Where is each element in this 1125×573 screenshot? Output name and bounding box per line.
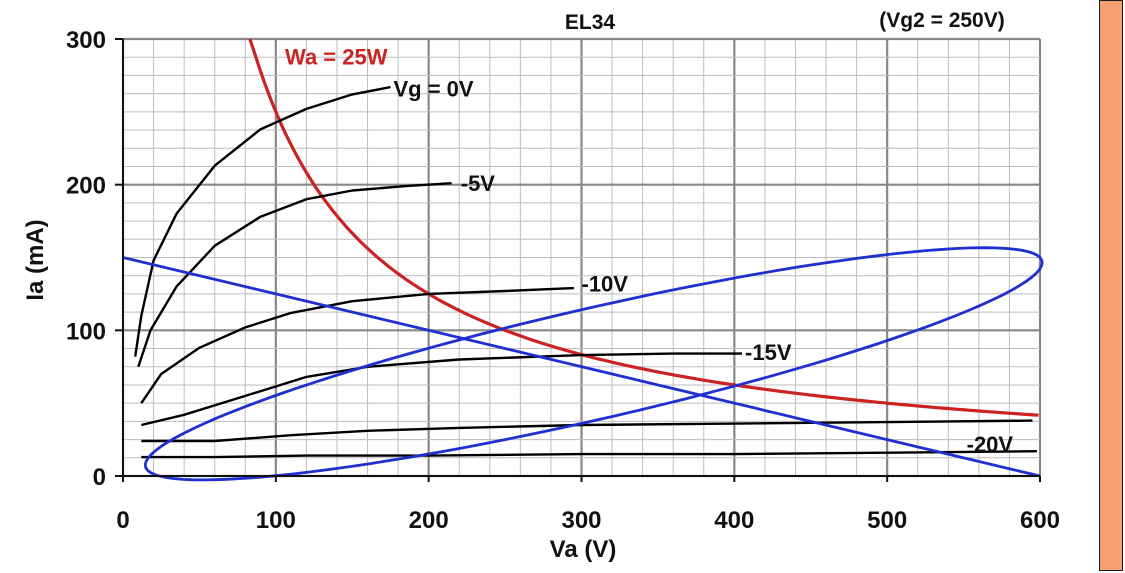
x-axis-label: Va (V) — [550, 536, 617, 563]
chart-subtitle: (Vg2 = 250V) — [879, 9, 1004, 32]
plate-characteristics-chart: 0 100 200 300 400 500 600 0 100 200 300 Wa = 25WVg… — [22, 9, 1061, 563]
curve-label: Wa = 25W — [285, 44, 388, 69]
x-tick-label: 200 — [409, 507, 449, 534]
y-tick-label: 0 — [93, 464, 106, 491]
x-tick-label: 600 — [1020, 507, 1060, 534]
load-ellipse — [143, 246, 1044, 482]
load-lines-group — [122, 246, 1044, 482]
plate-curve — [134, 85, 391, 357]
side-panel-strip — [1099, 0, 1123, 571]
y-tick-label: 200 — [66, 173, 106, 200]
chart-title: EL34 — [565, 11, 616, 34]
dissipation-curve — [248, 38, 1039, 417]
plate-curve — [141, 419, 1033, 443]
dissipation-curve-group — [248, 38, 1039, 417]
plate-curve — [141, 450, 1037, 459]
tick-labels: 0 100 200 300 400 500 600 0 100 200 300 — [66, 27, 1060, 534]
y-tick-label: 100 — [66, 318, 106, 345]
curve-label: -20V — [967, 432, 1014, 457]
plate-curves-group — [134, 85, 1037, 459]
plate-curve — [140, 286, 574, 404]
curve-label: -15V — [745, 340, 792, 365]
x-tick-label: 0 — [116, 507, 129, 534]
axes — [115, 38, 1041, 482]
y-tick-label: 300 — [66, 27, 106, 54]
plate-curve — [137, 182, 452, 368]
curve-label: -5V — [461, 171, 496, 196]
x-tick-label: 300 — [561, 507, 601, 534]
x-tick-label: 400 — [714, 507, 754, 534]
curve-label: -10V — [582, 272, 629, 297]
curve-label: Vg = 0V — [394, 77, 474, 102]
load-line — [122, 256, 1041, 478]
y-axis-label: Ia (mA) — [22, 219, 49, 300]
grid — [121, 37, 1042, 478]
x-tick-label: 500 — [867, 507, 907, 534]
x-tick-label: 100 — [256, 507, 296, 534]
